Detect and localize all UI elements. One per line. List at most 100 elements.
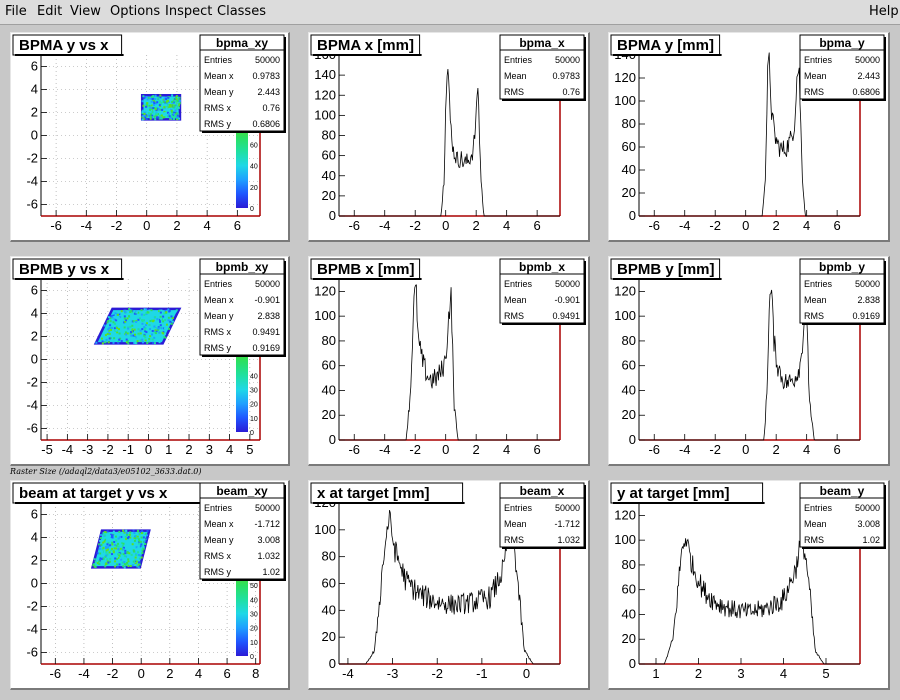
heatmap-cell <box>148 321 151 324</box>
heatmap-cell <box>171 115 174 118</box>
heatmap-cell <box>96 562 99 565</box>
heatmap-cell <box>162 116 165 119</box>
pad-bpmb-x[interactable]: -6 -4 -2 0 2 4 6 0 20 40 60 80 100 120 BPMB x [mm] bpmb… <box>308 256 590 466</box>
stats-label: RMS x <box>204 327 232 337</box>
y-tick-label: 80 <box>622 116 636 131</box>
stats-name: bpmb_x <box>519 260 565 274</box>
pad-y-at-target[interactable]: 1 2 3 4 5 0 20 40 60 80 100 120 y at target [mm] beam… <box>608 480 890 690</box>
stats-value: -0.901 <box>254 295 280 305</box>
heatmap-cell <box>121 561 124 564</box>
y-tick-label: 20 <box>322 629 336 644</box>
palette-tick-label: 10 <box>250 416 258 423</box>
stats-label: Mean <box>804 295 827 305</box>
heatmap-cell <box>178 99 181 102</box>
stats-label: RMS y <box>204 119 232 129</box>
heatmap-cell <box>173 101 176 104</box>
heatmap-cell <box>175 309 178 312</box>
heatmap-cell <box>116 317 119 320</box>
menu-view[interactable]: View <box>70 4 101 19</box>
heatmap-cell <box>101 340 104 343</box>
x-tick-label: -3 <box>82 442 94 457</box>
heatmap-cell <box>165 319 168 322</box>
heatmap-cell <box>174 310 177 313</box>
menu-help[interactable]: Help <box>869 4 899 19</box>
menu-edit[interactable]: Edit <box>37 4 63 19</box>
heatmap-cell <box>133 550 136 553</box>
stats-box <box>199 482 285 580</box>
heatmap-cell <box>141 545 144 548</box>
heatmap-cell <box>144 327 147 330</box>
heatmap-cell <box>100 543 103 546</box>
heatmap-cell <box>155 332 158 335</box>
stats-value: 2.838 <box>257 311 280 321</box>
heatmap-cell <box>160 117 163 120</box>
stats-value: -0.901 <box>554 295 580 305</box>
heatmap-cell <box>103 531 106 534</box>
heatmap-cell <box>164 330 167 333</box>
heatmap-cell <box>133 536 136 539</box>
heatmap-cell <box>124 311 127 314</box>
palette-tick-label: 20 <box>250 185 258 192</box>
heatmap-cell <box>122 546 125 549</box>
heatmap-cell <box>134 341 137 344</box>
stats-value: 50000 <box>555 55 580 65</box>
heatmap-cell <box>149 335 152 338</box>
heatmap-cell <box>149 319 152 322</box>
menu-inspect[interactable]: Inspect <box>165 4 213 19</box>
menu-file[interactable]: File <box>5 4 27 19</box>
heatmap-cell <box>149 106 152 109</box>
heatmap-cell <box>163 97 166 100</box>
heatmap-cell <box>141 549 144 552</box>
chart-bpma_xy: 0 20 40 60 -6 -4 -2 0 2 4 6 -6 -4 -2 0 2 4 6 BPMA y vs x bp… <box>12 34 286 233</box>
heatmap-cell <box>140 313 143 316</box>
heatmap-cell <box>156 101 159 104</box>
heatmap-cell <box>131 564 134 567</box>
pad-x-at-target[interactable]: -4-3-2-10020406080100120x at target [mm]… <box>308 480 590 690</box>
heatmap-cell <box>138 557 141 560</box>
heatmap-cell <box>106 543 109 546</box>
heatmap-cell <box>165 101 168 104</box>
pad-bpmb-y[interactable]: -6 -4 -2 0 2 4 6 0 20 40 60 80 100 120 BPMB y [mm] bpmb… <box>608 256 890 466</box>
root-canvas[interactable]: 0 20 40 60 -6 -4 -2 0 2 4 6 -6 -4 -2 0 2 4 6 BPMA y vs x bp… <box>0 25 900 700</box>
heatmap-cell <box>151 97 154 100</box>
heatmap-cell <box>116 313 119 316</box>
pad-bpma-y-vs-x[interactable]: 0 20 40 60 -6 -4 -2 0 2 4 6 -6 -4 -2 0 2 4 6 BPMA y vs x bp… <box>10 32 290 242</box>
heatmap-cell <box>126 339 129 342</box>
heatmap-cell <box>176 103 179 106</box>
heatmap-cell <box>172 117 175 120</box>
x-tick-label: 2 <box>473 218 480 233</box>
heatmap-cell <box>135 553 138 556</box>
heatmap-cell <box>165 100 168 103</box>
heatmap-cell <box>145 105 148 108</box>
x-tick-label: -4 <box>342 666 354 681</box>
y-tick-label: 40 <box>622 382 636 397</box>
heatmap-cell <box>160 327 163 330</box>
heatmap-cell <box>117 328 120 331</box>
heatmap-cell <box>115 539 118 542</box>
heatmap-cell <box>125 319 128 322</box>
heatmap-cell <box>120 542 123 545</box>
chart-beam_x: -4-3-2-10020406080100120x at target [mm]… <box>310 482 586 681</box>
heatmap-cell <box>148 340 151 343</box>
heatmap-cell <box>125 341 128 344</box>
heatmap-cell <box>156 108 159 111</box>
heatmap-cell <box>111 543 114 546</box>
pad-bpma-x[interactable]: -6-4-20246020406080100120140160BPMA x [m… <box>308 32 590 242</box>
pad-bpmb-y-vs-x[interactable]: 0 10 20 30 40 -5 -4 -3 -2 -1 0 1 2 3 4 5 -6 -4 -2 0 2 4 6 BPMB … <box>10 256 290 466</box>
heatmap-cell <box>157 108 160 111</box>
x-tick-label: 1 <box>165 442 172 457</box>
menu-classes[interactable]: Classes <box>217 4 266 19</box>
menu-options[interactable]: Options <box>110 4 161 19</box>
heatmap-cell <box>144 339 147 342</box>
heatmap-cell <box>163 335 166 338</box>
stats-value: 0.6806 <box>252 119 280 129</box>
heatmap-cell <box>118 338 121 341</box>
heatmap-cell <box>122 548 125 551</box>
pad-beam-at-target-y-vs-x[interactable]: 0 10 20 30 40 50 -6 -4 -2 0 2 4 6 8 -6 -4 -2 0 2 4 6 beam at … <box>10 480 290 690</box>
heatmap-cell <box>104 334 107 337</box>
heatmap-cell <box>168 99 171 102</box>
heatmap-cell <box>116 565 119 568</box>
heatmap-cell <box>111 547 114 550</box>
heatmap-cell <box>165 323 168 326</box>
